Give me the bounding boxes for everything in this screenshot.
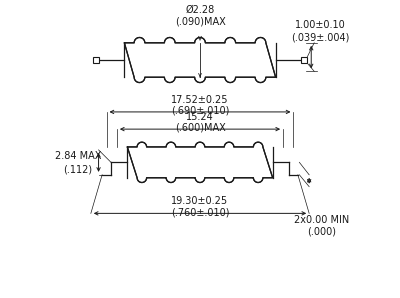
Text: (.039±.004): (.039±.004) <box>291 32 349 42</box>
Text: 1.00±0.10: 1.00±0.10 <box>295 20 346 30</box>
Bar <box>93 57 99 63</box>
Text: (.690±.010): (.690±.010) <box>171 106 229 116</box>
Text: 17.52±0.25: 17.52±0.25 <box>171 94 229 105</box>
Text: 15.24: 15.24 <box>186 112 214 122</box>
Text: (.090)MAX: (.090)MAX <box>175 17 225 27</box>
Polygon shape <box>124 38 276 83</box>
Text: (.112): (.112) <box>63 165 92 175</box>
Text: Ø2.28: Ø2.28 <box>185 5 215 15</box>
Text: (.600)MAX: (.600)MAX <box>175 123 225 133</box>
Text: (.000): (.000) <box>307 226 336 237</box>
Text: 2.84 MAX: 2.84 MAX <box>55 151 101 162</box>
Text: 2x0.00 MIN: 2x0.00 MIN <box>294 215 349 225</box>
Bar <box>301 57 307 63</box>
Polygon shape <box>127 142 273 182</box>
Text: (.760±.010): (.760±.010) <box>171 207 229 217</box>
Text: 19.30±0.25: 19.30±0.25 <box>172 196 228 206</box>
